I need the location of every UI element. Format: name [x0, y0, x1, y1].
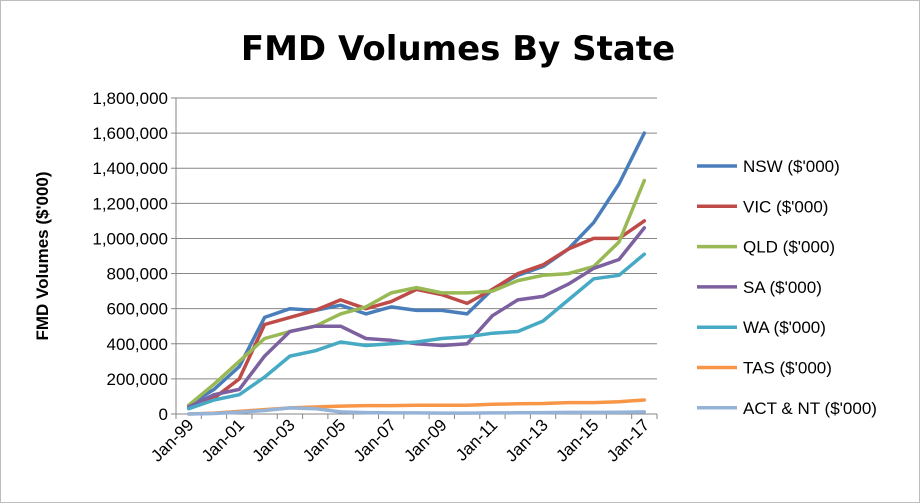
legend-label: VIC ($'000)	[743, 197, 828, 216]
y-tick-label: 600,000	[107, 300, 168, 319]
x-tick-label: Jan-13	[502, 415, 552, 465]
legend-label: WA ($'000)	[743, 318, 826, 337]
legend-label: TAS ($'000)	[743, 359, 832, 378]
legend-label: NSW ($'000)	[743, 157, 840, 176]
x-tick-label: Jan-07	[350, 415, 400, 465]
x-tick-label: Jan-15	[552, 415, 602, 465]
series-line-5	[186, 252, 647, 411]
y-tick-label: 1,000,000	[92, 229, 168, 248]
series-layer	[186, 131, 647, 416]
y-tick-label: 0	[159, 405, 168, 424]
x-tick-label: Jan-09	[400, 415, 450, 465]
y-tick-label: 1,600,000	[92, 124, 168, 143]
x-tick-label: Jan-17	[603, 415, 653, 465]
legend-label: QLD ($'000)	[743, 238, 835, 257]
grid-layer	[176, 97, 657, 380]
y-tick-label: 800,000	[107, 265, 168, 284]
legend-label: ACT & NT ($'000)	[743, 399, 877, 418]
x-tick-label: Jan-11	[452, 415, 501, 464]
series-line-2	[186, 219, 647, 408]
y-tick-label: 1,200,000	[92, 194, 168, 213]
y-tick-label: 1,400,000	[92, 159, 168, 178]
y-axis-title: FMD Volumes ($'000)	[33, 171, 52, 340]
chart-title: FMD Volumes By State	[241, 29, 675, 69]
y-tick-label: 1,800,000	[92, 89, 168, 108]
y-tick-label: 400,000	[107, 335, 168, 354]
x-tick-label: Jan-03	[249, 415, 299, 465]
y-tick-labels: 0 200,000 400,000 600,000 800,000 1,000,000 1,…	[92, 89, 168, 424]
series-line-3	[186, 178, 647, 407]
x-tick-label: Jan-99	[147, 415, 197, 465]
x-tick-labels: Jan-99 Jan-01 Jan-03 Jan-05 Jan-07 Jan-09 Jan-…	[147, 415, 653, 465]
series-line-7	[186, 406, 647, 416]
legend-label: SA ($'000)	[743, 278, 822, 297]
y-tick-label: 200,000	[107, 370, 168, 389]
x-tick-label: Jan-05	[299, 415, 349, 465]
x-tick-label: Jan-01	[198, 415, 248, 465]
legend: NSW ($'000) VIC ($'000) QLD ($'000) SA ($'0…	[697, 157, 877, 418]
series-line-4	[186, 226, 647, 409]
